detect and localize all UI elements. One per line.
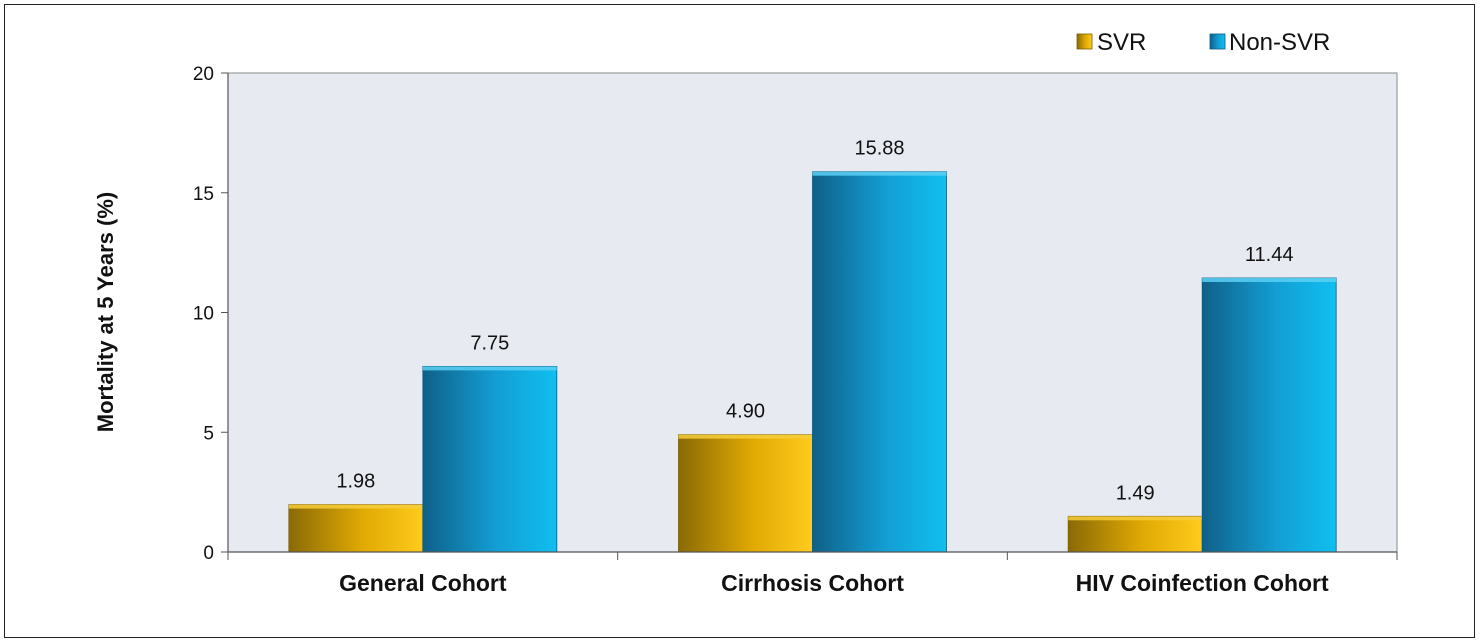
data-label-non-svr-3: 11.44 [1245,244,1294,266]
bar-non-svr-1 [422,365,558,553]
bar-top-highlight [812,171,947,176]
data-label-svr-3: 1.49 [1116,482,1155,504]
bar-top-highlight [1068,516,1203,521]
legend-swatch-non-svr [1209,33,1226,50]
x-category-label: General Cohort [339,570,507,596]
bar-non-svr-2 [812,171,947,553]
data-label-non-svr-2: 15.88 [854,138,904,160]
bars-layer [288,171,1337,553]
axes-layer: 0 5 10 15 20 [193,64,1398,564]
bar-svr-1 [288,504,424,553]
data-label-svr-1: 1.98 [336,471,375,493]
y-axis-label: Mortality at 5 Years (%) [93,192,118,432]
labels-layer: 1.98 7.75 General Cohort 4.90 15.88 Cirrhosis… [336,138,1329,596]
legend-label-svr: SVR [1097,29,1146,56]
x-category-label: HIV Coinfection Cohort [1076,570,1329,596]
y-tick-label: 10 [193,304,214,325]
bar-svr-3 [1067,515,1203,553]
bar-top-highlight [678,434,813,439]
data-label-svr-2: 4.90 [726,401,765,423]
y-tick-label: 5 [203,423,214,444]
data-label-non-svr-1: 7.75 [470,332,509,354]
bar-non-svr-3 [1201,277,1337,553]
x-category-label: Cirrhosis Cohort [721,570,904,596]
legend-swatch-svr [1076,33,1093,50]
legend-label-non-svr: Non-SVR [1229,29,1330,56]
y-tick-label: 20 [193,64,214,85]
y-tick-label: 15 [193,184,214,205]
legend: SVR Non-SVR [1076,29,1330,56]
bar-svr-2 [678,434,813,553]
bar-top-highlight [1202,278,1337,283]
bar-top-highlight [422,366,557,371]
y-tick-label: 0 [203,543,214,564]
bar-top-highlight [288,504,423,509]
